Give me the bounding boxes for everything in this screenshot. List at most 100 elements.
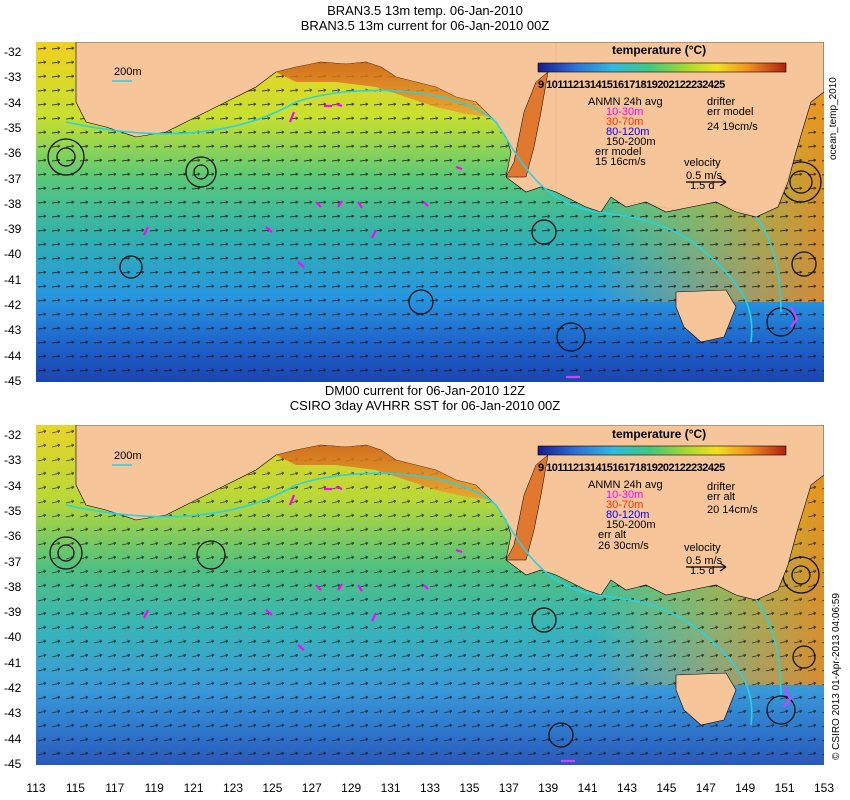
- mainland-land-bottom: [75, 425, 824, 601]
- lon-tick: 117: [105, 781, 125, 795]
- top-drifter-err-value: 24 19cm/s: [707, 121, 758, 133]
- lon-tick: 147: [695, 781, 716, 795]
- bottom-err-value: 26 30cm/s: [598, 540, 649, 552]
- bottom-drifter-label: drifter: [707, 481, 736, 493]
- lon-tick: 121: [183, 781, 204, 795]
- top-lat-tick: -38: [4, 196, 22, 211]
- top-velocity-time: 1.5 d: [690, 180, 715, 192]
- bottom-err-label: err alt: [598, 529, 627, 541]
- mainland-land: [75, 42, 824, 218]
- bottom-isobath-label: 200m: [114, 450, 142, 462]
- bottom-title-line1: DM00 current for 06-Jan-2010 12Z: [324, 383, 526, 398]
- top-depth-80-120: 80-120m: [606, 126, 650, 138]
- lon-tick: 137: [498, 781, 519, 795]
- bottom-lat-tick: -33: [4, 453, 22, 468]
- tasmania-land: [675, 289, 737, 343]
- bottom-map-panel: [36, 425, 824, 765]
- top-anmn-title: ANMN 24h avg: [588, 96, 663, 108]
- top-title-line2: BRAN3.5 13m current for 06-Jan-2010 00Z: [300, 18, 550, 33]
- lon-tick: 139: [538, 781, 559, 795]
- lon-tick: 131: [380, 781, 401, 795]
- top-drifter-label: drifter: [707, 96, 736, 108]
- lon-tick: 145: [656, 781, 677, 795]
- top-depth-30-70: 30-70m: [606, 116, 644, 128]
- top-velocity-label: velocity: [684, 157, 721, 169]
- bottom-lat-tick: -35: [4, 503, 22, 518]
- top-lat-tick: -35: [4, 120, 22, 135]
- lon-tick: 151: [774, 781, 795, 795]
- lon-tick: 133: [419, 781, 441, 795]
- top-lat-tick: -37: [4, 171, 22, 186]
- bottom-lat-tick: -43: [4, 706, 22, 721]
- colorbar: [537, 62, 787, 73]
- top-lat-tick: -44: [4, 348, 22, 363]
- bottom-depth-150-200: 150-200m: [606, 519, 656, 531]
- lon-tick: 129: [341, 781, 362, 795]
- lon-tick: 149: [735, 781, 756, 795]
- top-title-line1: BRAN3.5 13m temp. 06-Jan-2010: [327, 3, 523, 18]
- lon-tick: 125: [262, 781, 283, 795]
- lon-tick: 127: [301, 781, 322, 795]
- lon-tick: 123: [222, 781, 244, 795]
- mooring-markers: [143, 102, 799, 379]
- bottom-velocity-scale: 0.5 m/s: [686, 555, 723, 567]
- bottom-legend-title: temperature (°C): [612, 427, 707, 441]
- colorbar-bottom: [537, 445, 787, 456]
- top-legend-title: temperature (°C): [612, 43, 707, 57]
- isobath-200m: [65, 89, 782, 343]
- top-drifter-err-label: err model: [707, 106, 754, 118]
- bottom-lat-tick: -44: [4, 731, 22, 746]
- top-lat-tick: -45: [4, 373, 22, 388]
- bottom-depth-10-30: 10-30m: [606, 489, 644, 501]
- top-lat-tick: -43: [4, 323, 22, 338]
- top-lat-tick: -36: [4, 146, 22, 161]
- top-isobath-label: 200m: [114, 66, 142, 78]
- warm-land-band: [276, 62, 491, 117]
- top-velocity-scale: 0.5 m/s: [686, 170, 723, 182]
- bottom-depth-80-120: 80-120m: [606, 509, 650, 521]
- bottom-lat-tick: -32: [4, 428, 22, 442]
- bottom-velocity-time: 1.5 d: [690, 565, 715, 577]
- lon-tick: 115: [65, 781, 85, 795]
- top-err-label: err model: [595, 146, 642, 158]
- top-lat-tick: -32: [4, 45, 22, 59]
- top-map-svg: [36, 42, 824, 382]
- top-lat-tick: -41: [4, 272, 22, 287]
- top-lat-tick: -42: [4, 298, 22, 312]
- top-side-credit: ocean_temp_2010: [828, 77, 839, 160]
- bottom-velocity-label: velocity: [684, 542, 721, 554]
- lon-tick: 141: [577, 781, 598, 795]
- lon-tick: 119: [144, 781, 164, 795]
- bottom-drifter-err-value: 20 14cm/s: [707, 504, 758, 516]
- lon-tick: 143: [616, 781, 638, 795]
- top-depth-10-30: 10-30m: [606, 106, 644, 118]
- top-map-panel: [36, 42, 824, 382]
- lon-tick: 153: [813, 781, 835, 795]
- isobath-200m-bottom: [65, 472, 782, 726]
- mooring-markers-bottom: [143, 485, 792, 763]
- bottom-colorbar-labels: 9 10111213141516171819202122232425: [538, 462, 725, 474]
- bottom-lat-tick: -40: [4, 630, 22, 645]
- bottom-lat-tick: -39: [4, 605, 22, 620]
- bottom-map-svg: [36, 425, 824, 765]
- eddy-markers-bottom: [49, 536, 820, 748]
- bottom-drifter-err-label: err alt: [707, 491, 736, 503]
- top-colorbar-labels: 9 10111213141516171819202122232425: [538, 79, 725, 91]
- bottom-lat-tick: -37: [4, 554, 22, 569]
- lon-tick: 135: [459, 781, 480, 795]
- bottom-lat-tick: -34: [4, 478, 22, 493]
- top-lat-tick: -34: [4, 95, 22, 110]
- bottom-lat-tick: -38: [4, 579, 22, 594]
- bottom-depth-30-70: 30-70m: [606, 499, 644, 511]
- top-lat-tick: -33: [4, 70, 22, 85]
- top-lat-tick: -40: [4, 247, 22, 262]
- top-err-value: 15 16cm/s: [595, 156, 646, 168]
- bottom-lat-tick: -45: [4, 756, 22, 771]
- bottom-title-line2: CSIRO 3day AVHRR SST for 06-Jan-2010 00Z: [289, 398, 561, 413]
- tasmania-land-bottom: [675, 672, 737, 726]
- lon-tick: 113: [26, 781, 46, 795]
- bottom-lat-tick: -36: [4, 529, 22, 544]
- bottom-lat-tick: -42: [4, 681, 22, 695]
- top-lat-tick: -39: [4, 222, 22, 237]
- bottom-side-credit: © CSIRO 2013 01-Apr-2013 04:06:59: [831, 593, 842, 760]
